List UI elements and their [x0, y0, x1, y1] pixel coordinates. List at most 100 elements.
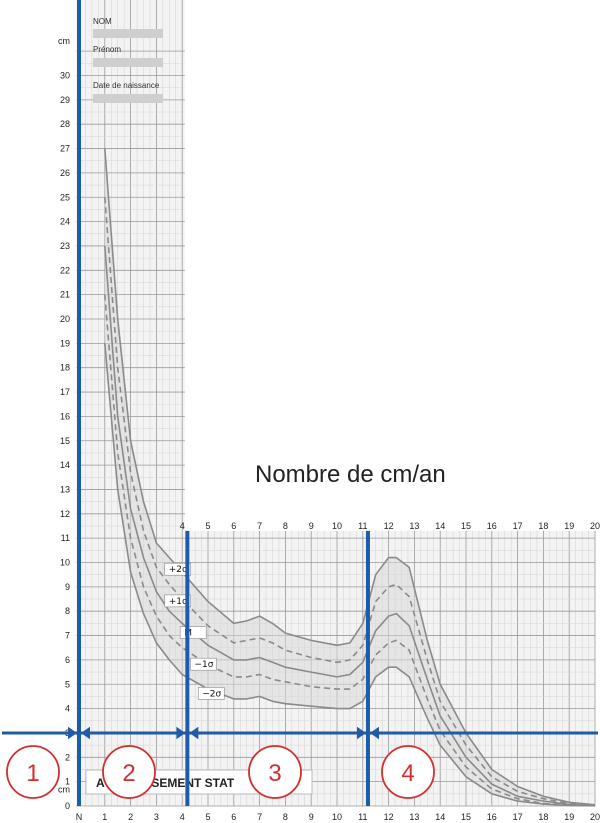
- y-tick-label: 24: [60, 217, 70, 227]
- x-tick-label-top: 18: [538, 521, 548, 531]
- phase-circle-2: [102, 745, 156, 799]
- curve-plus-1sd: [104, 197, 596, 807]
- x-tick-label-bottom: 8: [283, 812, 288, 822]
- sd-band: [104, 148, 596, 806]
- y-tick-label: 18: [60, 363, 70, 373]
- x-tick-label-bottom: 7: [257, 812, 262, 822]
- y-tick-label: 17: [60, 387, 70, 397]
- sd-label-plus-1: +1σ: [169, 597, 188, 607]
- x-tick-label-bottom: 2: [128, 812, 133, 822]
- curve-minus-1sd: [104, 294, 596, 807]
- curve-plus-2sd: [104, 148, 596, 806]
- x-tick-label-top: 8: [283, 521, 288, 531]
- x-tick-label-top: 10: [332, 521, 342, 531]
- y-tick-label: 25: [60, 192, 70, 202]
- phase-number-1: 1: [26, 760, 39, 787]
- nom-label: NOM: [93, 17, 112, 26]
- x-tick-label-top: 20: [590, 521, 600, 531]
- x-tick-label-top: 5: [205, 521, 210, 531]
- x-tick-label-bottom: 14: [435, 812, 445, 822]
- sd-label-minus-1-box: [190, 657, 217, 671]
- sd-label-minus-2-box: [197, 687, 225, 700]
- y-tick-label: 15: [60, 436, 70, 446]
- y-unit-label-top: cm: [58, 36, 70, 46]
- x-tick-label-bottom: 13: [409, 812, 419, 822]
- x-tick-label-top: 6: [231, 521, 236, 531]
- x-tick-label-bottom: 17: [513, 812, 523, 822]
- x-tick-label-bottom: 9: [309, 812, 314, 822]
- x-tick-label-bottom: 1: [102, 812, 107, 822]
- x-tick-label-bottom: 11: [358, 812, 367, 822]
- x-tick-label-top: 12: [384, 521, 394, 531]
- x-tick-label-bottom: 19: [564, 812, 574, 822]
- x-tick-label-top: 16: [487, 521, 497, 531]
- y-tick-label: 9: [65, 582, 70, 592]
- x-tick-label-bottom: 6: [231, 812, 236, 822]
- sd-label-plus-1-box: [164, 594, 192, 608]
- curve-minus-2sd: [104, 343, 596, 807]
- x-tick-label-bottom: 15: [461, 812, 471, 822]
- y-tick-label: 11: [61, 533, 70, 543]
- x-tick-label-top: 13: [409, 521, 419, 531]
- sd-label-minus-2: −2σ: [202, 689, 221, 699]
- nom-field[interactable]: [93, 29, 163, 38]
- x-tick-label-top: 14: [435, 521, 445, 531]
- x-tick-label-top: 9: [309, 521, 314, 531]
- phase-circle-1: [6, 745, 60, 799]
- y-tick-label: 29: [60, 95, 70, 105]
- x-tick-label-bottom: 20: [590, 812, 600, 822]
- y-tick-label: 1: [65, 777, 70, 787]
- prenom-field[interactable]: [93, 58, 163, 67]
- x-tick-label-top: 15: [461, 521, 471, 531]
- y-tick-label: 6: [65, 655, 70, 665]
- patient-info-form: NOM Prénom Date de naissance: [93, 17, 163, 103]
- x-tick-label-bottom: 4: [180, 812, 185, 822]
- y-tick-label: 12: [60, 509, 70, 519]
- x-tick-label-bottom: 10: [332, 812, 342, 822]
- y-tick-label: 2: [65, 752, 70, 762]
- phase-markers: 1 2 3 4: [6, 745, 435, 799]
- y-tick-label: 8: [65, 606, 70, 616]
- x-tick-label-top: 17: [513, 521, 523, 531]
- y-tick-label: 22: [60, 265, 70, 275]
- y-tick-label: 7: [65, 631, 70, 641]
- axis-ticks: 0123456789101112131415161718192021222324…: [58, 36, 600, 822]
- x-tick-label-top: 4: [180, 521, 185, 531]
- phase-dividers: [2, 0, 598, 806]
- x-tick-label-top: 19: [564, 521, 574, 531]
- y-tick-label: 14: [60, 460, 70, 470]
- sd-band-fill: [104, 148, 596, 806]
- arrow-phase4-start: [369, 726, 379, 740]
- arrow-phase3-end: [356, 726, 366, 740]
- percentile-curves: +2σ+1σM−1σ−2σ: [104, 148, 596, 807]
- y-tick-label: 30: [60, 71, 70, 81]
- sd-label-plus-2-box: [164, 562, 192, 576]
- phase-circle-4: [381, 745, 435, 799]
- prenom-label: Prénom: [93, 45, 121, 54]
- y-tick-label: 10: [60, 558, 70, 568]
- x-tick-label-bottom: 18: [538, 812, 548, 822]
- x-tick-label-top: 11: [358, 521, 367, 531]
- y-tick-label: 23: [60, 241, 70, 251]
- x-tick-label-bottom: 12: [384, 812, 394, 822]
- y-tick-label: 0: [65, 801, 70, 811]
- phase-number-2: 2: [122, 760, 135, 787]
- y-tick-label: 4: [65, 704, 70, 714]
- sd-label-minus-1: −1σ: [195, 660, 214, 670]
- y-tick-label: 20: [60, 314, 70, 324]
- arrow-phase1-end: [68, 726, 77, 740]
- y-tick-label: 5: [65, 679, 70, 689]
- arrow-phase2-end: [176, 726, 186, 740]
- date-naissance-field[interactable]: [93, 94, 163, 103]
- x-tick-label-bottom: 3: [154, 812, 159, 822]
- arrow-phase3-start: [189, 726, 199, 740]
- x-tick-label-top: 7: [257, 521, 262, 531]
- y-tick-label: 13: [60, 484, 70, 494]
- y-tick-label: 19: [60, 338, 70, 348]
- chart-title: Nombre de cm/an: [255, 461, 446, 488]
- x-tick-label-bottom: 16: [487, 812, 497, 822]
- phase-circle-3: [248, 745, 302, 799]
- phase-number-3: 3: [268, 760, 281, 787]
- x-tick-label-bottom: N: [76, 812, 83, 822]
